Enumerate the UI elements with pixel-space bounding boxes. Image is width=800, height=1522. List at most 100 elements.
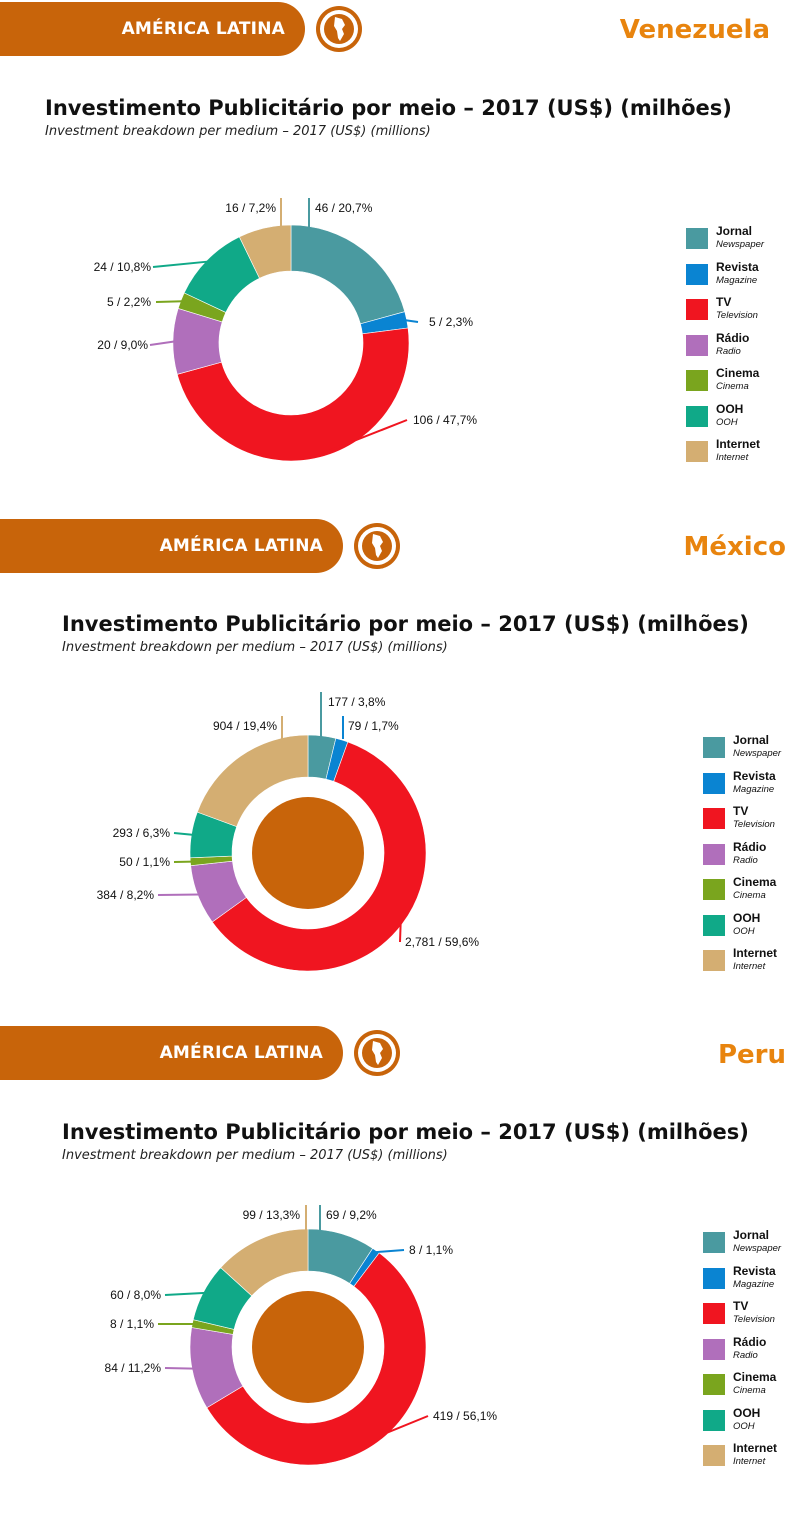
legend-peru: Jornal Newspaper Revista Magazine TV Televisi… — [703, 1228, 800, 1477]
data-label-ooh: 24 / 10,8% — [94, 260, 152, 274]
legend-sublabel: Magazine — [716, 274, 758, 286]
legend-label: OOH — [733, 910, 761, 925]
legend-swatch — [703, 1445, 725, 1466]
legend-swatch — [703, 1338, 725, 1360]
legend-label: Rádio — [716, 330, 750, 345]
legend-sublabel: OOH — [733, 1420, 755, 1432]
data-label-tv: 2,781 / 59,6% — [405, 935, 479, 949]
legend-item-ooh: OOH OOH — [703, 911, 800, 947]
legend-swatch — [686, 263, 708, 285]
legend-sublabel: Television — [716, 310, 758, 321]
legend-sublabel: OOH — [733, 925, 755, 937]
legend-label: TV — [716, 295, 732, 309]
legend-label: Internet — [716, 437, 761, 451]
legend-item-jornal: Jornal Newspaper — [703, 1228, 800, 1264]
legend-swatch — [703, 737, 725, 758]
banner — [0, 519, 343, 573]
legend-sublabel: Radio — [733, 1349, 758, 1361]
donut-chart-peru: 69 / 9,2% 8 / 1,1% 419 / 56,1% 84 / 11,2% 8 … — [105, 1205, 497, 1466]
chart-title: Investimento Publicitário por meio – 201… — [62, 1120, 749, 1144]
legend-mexico: Jornal Newspaper Revista Magazine TV Televisi… — [703, 733, 800, 982]
legend-label: Rádio — [733, 839, 767, 854]
section-mexico: AMÉRICA LATINA México Investimento Publi… — [0, 519, 800, 982]
legend-sublabel: OOH — [716, 416, 738, 428]
legend-label: Internet — [733, 1441, 778, 1455]
legend-sublabel: Magazine — [733, 1278, 775, 1290]
leader-line-ooh — [173, 832, 194, 836]
data-label-tv: 419 / 56,1% — [433, 1409, 497, 1423]
donut-chart-venezuela: 46 / 20,7% 5 / 2,3% 106 / 47,7% 20 / 9,0% 5 … — [94, 198, 477, 462]
legend-sublabel: Internet — [733, 961, 766, 972]
slice-tv — [211, 741, 427, 972]
legend-label: OOH — [733, 1405, 761, 1420]
legend-label: Internet — [733, 946, 778, 960]
legend-swatch — [703, 1232, 725, 1253]
legend-swatch — [703, 1303, 725, 1324]
legend-swatch — [686, 405, 708, 427]
leader-line-tv — [399, 922, 402, 943]
legend-swatch — [686, 228, 708, 249]
legend-item-cinema: Cinema Cinema — [703, 875, 800, 911]
banner — [0, 2, 305, 56]
donut-center — [252, 797, 364, 909]
legend-label: Cinema — [733, 875, 777, 889]
legend-item-cinema: Cinema Cinema — [686, 366, 796, 402]
legend-label: TV — [733, 1299, 749, 1313]
legend-swatch — [686, 370, 708, 391]
legend-item-tv: TV Television — [703, 804, 800, 840]
country-name: México — [683, 532, 786, 562]
legend-item-radio: Rádio Radio — [686, 331, 796, 367]
chart-title: Investimento Publicitário por meio – 201… — [45, 96, 732, 120]
slice-tv — [206, 1252, 427, 1466]
legend-item-internet: Internet Internet — [686, 437, 796, 473]
legend-sublabel: Magazine — [733, 783, 775, 795]
banner-label: AMÉRICA LATINA — [159, 1043, 323, 1063]
legend-label: Jornal — [716, 224, 753, 238]
country-name: Venezuela — [619, 15, 770, 45]
legend-swatch — [703, 879, 725, 900]
legend-swatch — [703, 843, 725, 865]
legend-label: Jornal — [733, 733, 770, 747]
legend-label: Revista — [733, 768, 776, 783]
chart-subtitle: Investment breakdown per medium – 2017 (… — [45, 124, 431, 139]
legend-item-internet: Internet Internet — [703, 946, 800, 982]
globe-icon — [354, 523, 400, 569]
globe-icon — [316, 6, 362, 52]
legend-sublabel: Cinema — [733, 1385, 766, 1396]
legend-item-tv: TV Television — [703, 1299, 800, 1335]
data-label-jornal: 177 / 3,8% — [328, 695, 386, 709]
data-label-radio: 384 / 8,2% — [97, 888, 155, 902]
leader-line-revista — [404, 319, 419, 323]
data-label-revista: 79 / 1,7% — [348, 719, 399, 733]
legend-sublabel: Radio — [733, 854, 758, 866]
legend-swatch — [703, 1267, 725, 1289]
legend-label: Revista — [716, 259, 759, 274]
data-label-revista: 5 / 2,3% — [429, 315, 473, 329]
legend-swatch — [686, 334, 708, 356]
data-label-cinema: 8 / 1,1% — [110, 1317, 154, 1331]
donut-chart-mexico: 177 / 3,8% 79 / 1,7% 2,781 / 59,6% 384 / 8,… — [97, 692, 479, 972]
legend-sublabel: Newspaper — [733, 1243, 782, 1254]
chart-subtitle: Investment breakdown per medium – 2017 (… — [62, 1148, 448, 1163]
leader-line-cinema — [155, 300, 183, 303]
data-label-revista: 8 / 1,1% — [409, 1243, 453, 1257]
leader-line-ooh — [152, 260, 209, 268]
legend-label: OOH — [716, 401, 744, 416]
legend-label: Revista — [733, 1263, 776, 1278]
data-label-internet: 16 / 7,2% — [225, 201, 276, 215]
legend-sublabel: Radio — [716, 345, 741, 357]
donut-center — [252, 1291, 364, 1403]
slice-internet — [196, 734, 309, 828]
legend-venezuela: Jornal Newspaper Revista Magazine TV Televisi… — [686, 224, 796, 473]
slice-tv — [176, 327, 410, 462]
data-label-jornal: 69 / 9,2% — [326, 1208, 377, 1222]
legend-swatch — [703, 914, 725, 936]
legend-item-radio: Rádio Radio — [703, 840, 800, 876]
leader-line-revista — [374, 1249, 405, 1254]
legend-sublabel: Cinema — [733, 890, 766, 901]
legend-item-ooh: OOH OOH — [686, 402, 796, 438]
data-label-radio: 84 / 11,2% — [105, 1361, 162, 1375]
leader-line-ooh — [164, 1291, 206, 1296]
legend-sublabel: Internet — [716, 452, 749, 463]
legend-label: Cinema — [716, 366, 760, 380]
